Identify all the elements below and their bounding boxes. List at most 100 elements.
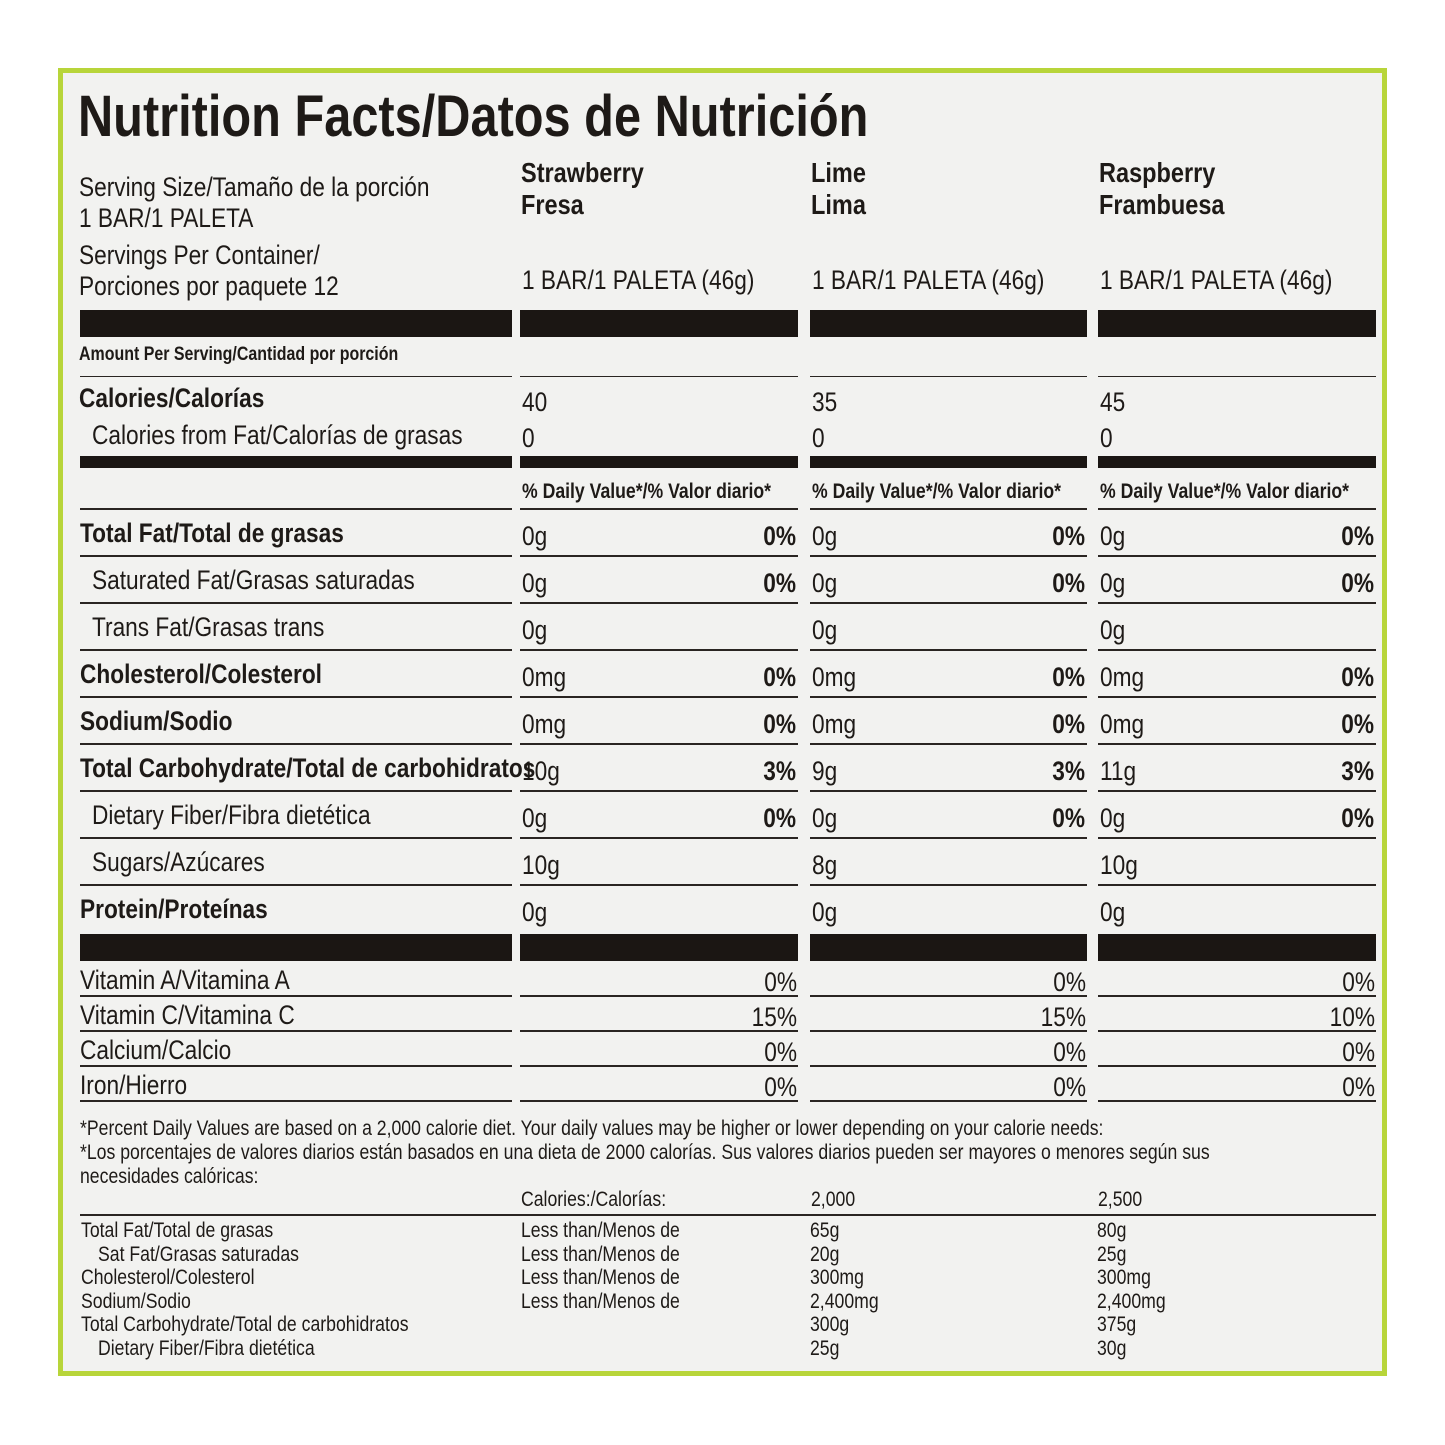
footnote-2500-value: 300mg <box>1097 1266 1161 1290</box>
nutrient-label-text: Saturated Fat/Grasas saturadas <box>92 565 415 595</box>
nutrient-dv-text: 3% <box>763 756 796 786</box>
row-rule <box>80 1065 512 1067</box>
nutrient-dv-text: 0% <box>1052 568 1085 598</box>
nutrient-label: Total Fat/Total de grasas <box>80 518 394 549</box>
footnote-es-cont-text: necesidades calóricas: <box>80 1165 259 1188</box>
row-rule <box>520 376 798 377</box>
calories-fat-value: 0 <box>1100 423 1115 454</box>
servings-per-container-1: Servings Per Container/ <box>79 240 366 271</box>
nutrient-amount: 0g <box>1100 615 1130 646</box>
row-rule <box>810 1065 1087 1067</box>
nutrient-label: Dietary Fiber/Fibra dietética <box>92 800 424 831</box>
nutrient-dv: 0% <box>1335 709 1374 740</box>
nutrient-amount: 0mg <box>812 662 865 693</box>
row-rule <box>1098 1030 1376 1032</box>
footnote-2500-value-text: 2,400mg <box>1097 1289 1166 1313</box>
footnote-qualifier: Less than/Menos de <box>521 1290 710 1314</box>
row-rule <box>520 884 798 886</box>
row-rule <box>80 555 512 557</box>
nutrient-amount-text: 8g <box>812 850 838 880</box>
nutrient-amount: 11g <box>1100 756 1143 787</box>
row-rule <box>810 1030 1087 1032</box>
row-rule <box>810 884 1087 886</box>
nutrient-amount-text: 9g <box>812 756 838 786</box>
row-rule <box>1098 743 1376 745</box>
footnote-2000-value: 300mg <box>810 1266 874 1290</box>
vitamin-label: Calcium/Calcio <box>80 1035 260 1066</box>
footnote-nutrient-text: Sodium/Sodio <box>81 1289 191 1313</box>
footnote-2500-header: 2,500 <box>1098 1188 1151 1212</box>
footnote-nutrient: Total Carbohydrate/Total de carbohidrato… <box>81 1313 471 1337</box>
nutrient-amount: 8g <box>812 850 842 881</box>
nutrient-label: Sodium/Sodio <box>80 706 262 737</box>
calories-fat-value-text: 0 <box>812 423 825 453</box>
row-rule <box>80 884 512 886</box>
row-rule <box>1098 790 1376 792</box>
nutrient-dv-text: 3% <box>1341 756 1374 786</box>
nutrient-amount: 0g <box>812 615 842 646</box>
footnote-2000-header-text: 2,000 <box>811 1188 856 1211</box>
nutrient-dv: 0% <box>1046 803 1085 834</box>
row-rule <box>1098 508 1376 510</box>
row-rule <box>520 837 798 839</box>
footnote-2000-value: 2,400mg <box>810 1290 892 1314</box>
nutrient-dv-text: 0% <box>1052 709 1085 739</box>
serving-size-value: 1 BAR/1 PALETA <box>79 203 287 234</box>
nutrient-dv: 0% <box>757 803 796 834</box>
row-rule <box>80 696 512 698</box>
footnote-nutrient: Sat Fat/Grasas saturadas <box>98 1243 337 1267</box>
calories-value-text: 45 <box>1100 387 1126 417</box>
nutrient-amount-text: 0g <box>522 568 548 598</box>
flavor-name-es: Lima <box>811 189 876 221</box>
footnote-calories-label-text: Calories:/Calorías: <box>521 1188 667 1211</box>
nutrient-dv-text: 0% <box>1341 709 1374 739</box>
row-rule <box>80 649 512 651</box>
nutrient-amount: 0mg <box>522 662 575 693</box>
thick-divider <box>810 310 1087 337</box>
row-rule <box>1098 1100 1376 1102</box>
vitamin-dv: 0% <box>1336 967 1375 998</box>
nutrient-dv: 0% <box>1335 662 1374 693</box>
footnote-nutrient-text: Sat Fat/Grasas saturadas <box>98 1242 299 1266</box>
row-rule <box>1098 649 1376 651</box>
nutrient-amount-text: 0mg <box>522 662 567 692</box>
nutrient-amount: 0g <box>1100 521 1130 552</box>
calories-label: Calories/Calorías <box>79 383 300 414</box>
nutrient-amount-text: 0g <box>1100 615 1126 645</box>
nutrient-amount: 9g <box>812 756 842 787</box>
nutrient-dv: 0% <box>757 709 796 740</box>
nutrient-dv: 0% <box>1046 662 1085 693</box>
nutrient-label-text: Sodium/Sodio <box>80 706 233 736</box>
footnote-2000-value: 25g <box>810 1337 845 1361</box>
calories-value: 40 <box>522 387 552 418</box>
nutrient-amount: 0mg <box>812 709 865 740</box>
footnote-qualifier: Less than/Menos de <box>521 1243 710 1267</box>
footnote-es-cont: necesidades calóricas: <box>80 1165 292 1189</box>
footnote-en: *Percent Daily Values are based on a 2,0… <box>80 1117 1298 1141</box>
footnote-2000-value-text: 300mg <box>810 1266 864 1290</box>
nutrient-amount-text: 0mg <box>1100 662 1145 692</box>
footnote-qualifier-text: Less than/Menos de <box>521 1242 680 1266</box>
vitamin-label-text: Vitamin C/Vitamina C <box>80 1000 295 1030</box>
thick-divider <box>520 456 798 468</box>
footnote-rule <box>80 1214 1376 1216</box>
nutrient-dv-text: 0% <box>763 662 796 692</box>
footnote-2000-value-text: 25g <box>810 1337 840 1360</box>
thick-divider <box>520 934 798 961</box>
nutrient-amount: 0g <box>522 803 552 834</box>
row-rule <box>810 837 1087 839</box>
vitamin-label: Vitamin A/Vitamina A <box>80 965 330 996</box>
nutrient-label: Protein/Proteínas <box>80 894 304 925</box>
nutrient-amount-text: 0g <box>812 568 838 598</box>
nutrient-dv-text: 0% <box>1341 803 1374 833</box>
nutrient-label: Trans Fat/Grasas trans <box>92 612 369 643</box>
nutrient-label: Total Carbohydrate/Total de carbohidrato… <box>80 753 622 784</box>
row-rule <box>810 649 1087 651</box>
nutrient-amount-text: 0g <box>1100 897 1126 927</box>
nutrient-dv: 3% <box>757 756 796 787</box>
nutrient-dv-text: 0% <box>1341 662 1374 692</box>
vitamin-label-text: Vitamin A/Vitamina A <box>80 965 290 995</box>
nutrient-amount: 0g <box>812 568 842 599</box>
footnote-qualifier: Less than/Menos de <box>521 1266 710 1290</box>
daily-value-header-text: % Daily Value*/% Valor diario* <box>1100 480 1350 503</box>
